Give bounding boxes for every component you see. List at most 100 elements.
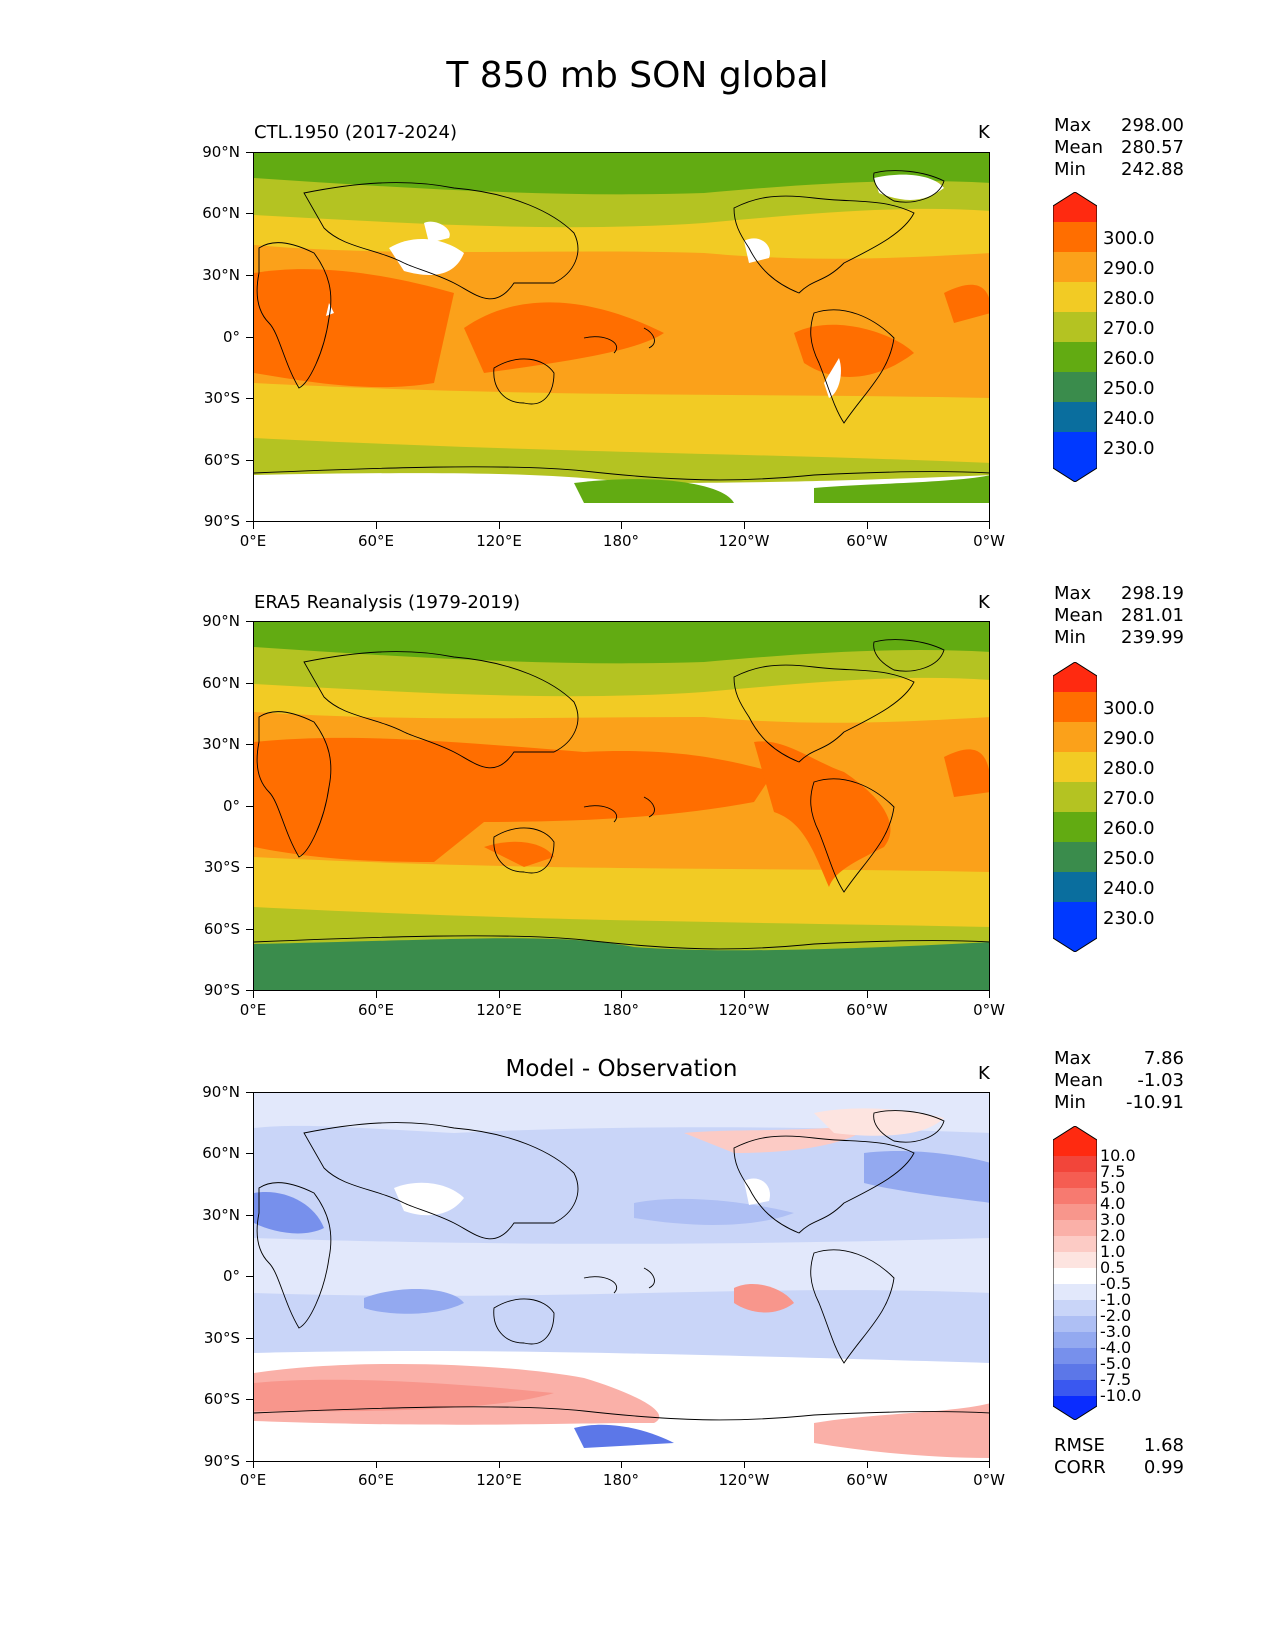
- band-290: [254, 737, 774, 862]
- stat-label: Mean: [1054, 605, 1104, 626]
- ytick-label: 60°S: [203, 451, 240, 469]
- ytick: [246, 621, 253, 623]
- colorbar-label: 0.5: [1100, 1258, 1126, 1277]
- xtick: [989, 1461, 991, 1468]
- ytick: [246, 398, 253, 400]
- mask: [424, 221, 450, 243]
- colorbar-label: 230.0: [1103, 438, 1155, 459]
- xtick: [253, 991, 255, 998]
- ytick: [246, 1338, 253, 1340]
- xtick: [253, 522, 255, 529]
- anomaly-pos: [734, 1283, 794, 1313]
- stat-label: Mean: [1054, 1070, 1104, 1091]
- ytick-label: 30°N: [202, 266, 240, 284]
- anomaly-neg: [574, 1424, 674, 1448]
- anomaly-pos: [814, 1108, 944, 1136]
- ytick-label: 60°S: [203, 920, 240, 938]
- anomaly-pos: [254, 1379, 554, 1412]
- xtick: [744, 1461, 746, 1468]
- xtick-label: 120°W: [718, 532, 770, 550]
- ytick-label: 90°S: [203, 1452, 240, 1470]
- colorbar-label: -2.0: [1100, 1306, 1132, 1325]
- colorbar-label: -5.0: [1100, 1354, 1132, 1373]
- stat-value: 239.99: [1121, 627, 1184, 648]
- xtick: [744, 522, 746, 529]
- band-250: [814, 475, 989, 503]
- xtick: [253, 1461, 255, 1468]
- colorbar-label: 2.0: [1100, 1226, 1126, 1245]
- xtick: [499, 1461, 501, 1468]
- colorbar-label: 250.0: [1103, 378, 1155, 399]
- ytick-label: 60°S: [203, 1390, 240, 1408]
- stat-value: -1.03: [1137, 1070, 1184, 1091]
- stat-value: 298.19: [1121, 583, 1184, 604]
- stat-value: -10.91: [1125, 1092, 1184, 1113]
- anomaly-light: [254, 1093, 989, 1133]
- coastlines: [254, 170, 989, 481]
- unit-label: K: [978, 122, 990, 143]
- colorbar-label: -1.0: [1100, 1290, 1132, 1309]
- xtick-label: 0°E: [239, 1471, 267, 1489]
- colorbar-label: 5.0: [1100, 1178, 1126, 1197]
- xtick-label: 120°E: [476, 1471, 522, 1489]
- xtick: [744, 991, 746, 998]
- xtick: [621, 1461, 623, 1468]
- anomaly-neg: [864, 1151, 989, 1203]
- colorbar-label: 250.0: [1103, 848, 1155, 869]
- xtick-label: 0°W: [973, 1471, 1005, 1489]
- xtick: [621, 991, 623, 998]
- colorbar-label: 280.0: [1103, 288, 1155, 309]
- stats-block: Max 7.86 Mean -1.03 Min -10.91: [1054, 1048, 1184, 1114]
- xtick-label: 0°W: [973, 532, 1005, 550]
- coastlines: [254, 639, 989, 950]
- stat-value: 281.01: [1121, 605, 1184, 626]
- panel-title: Model - Observation: [505, 1056, 738, 1082]
- xtick-label: 120°E: [476, 532, 522, 550]
- ytick-label: 30°S: [203, 858, 240, 876]
- mask: [874, 174, 944, 200]
- xtick: [621, 522, 623, 529]
- band-290: [464, 302, 664, 373]
- ytick-label: 30°S: [203, 1329, 240, 1347]
- xtick-label: 60°E: [357, 1471, 395, 1489]
- colorbar-label: -10.0: [1100, 1386, 1142, 1405]
- ytick-label: 90°S: [203, 512, 240, 530]
- band-290: [754, 741, 891, 887]
- xtick-label: 60°W: [846, 1001, 888, 1019]
- mask: [389, 238, 464, 276]
- colorbar-label: -3.0: [1100, 1322, 1132, 1341]
- stat-label: Max: [1054, 583, 1092, 604]
- stat-label: Min: [1054, 159, 1086, 180]
- xtick: [499, 522, 501, 529]
- map-plot: [253, 1092, 990, 1462]
- stat-label: Min: [1054, 1092, 1086, 1113]
- unit-label: K: [978, 1063, 990, 1084]
- band-290: [254, 269, 454, 388]
- colorbar-label: 1.0: [1100, 1242, 1126, 1261]
- ytick-label: 90°N: [202, 143, 240, 161]
- colorbar-label: 300.0: [1103, 228, 1155, 249]
- map-plot: [253, 152, 990, 522]
- xtick: [376, 991, 378, 998]
- xtick-label: 60°E: [357, 532, 395, 550]
- xtick-label: 60°W: [846, 532, 888, 550]
- ytick: [246, 806, 253, 808]
- anomaly-neutral: [394, 1182, 464, 1216]
- stat-label: Mean: [1054, 137, 1104, 158]
- ytick: [246, 460, 253, 462]
- colorbar-label: 270.0: [1103, 318, 1155, 339]
- ytick: [246, 867, 253, 869]
- colorbar: [1053, 192, 1097, 482]
- ytick-label: 30°N: [202, 735, 240, 753]
- metric-value: 1.68: [1143, 1435, 1184, 1456]
- ytick: [246, 1399, 253, 1401]
- metric-label: CORR: [1054, 1457, 1106, 1478]
- xtick-label: 120°W: [718, 1001, 770, 1019]
- unit-label: K: [978, 592, 990, 613]
- anomaly-neg: [634, 1198, 794, 1225]
- band-290: [944, 284, 989, 323]
- band-290: [944, 749, 989, 797]
- metrics-block: RMSE 1.68 CORR 0.99: [1054, 1435, 1184, 1479]
- colorbar-label: 230.0: [1103, 908, 1155, 929]
- colorbar-label: 4.0: [1100, 1194, 1126, 1213]
